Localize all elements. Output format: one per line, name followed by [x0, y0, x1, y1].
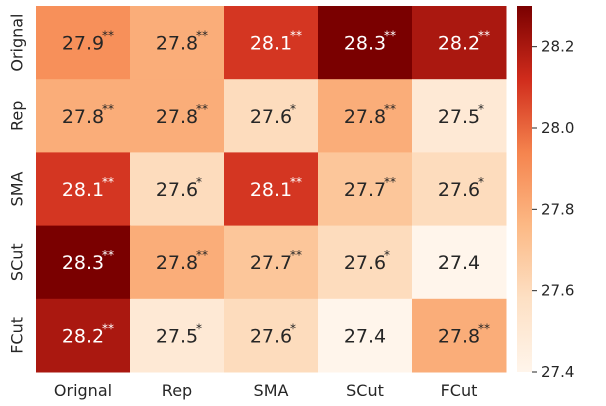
- significance-marker: *: [290, 102, 296, 116]
- y-tick-label: Orignal: [8, 14, 27, 72]
- colorbar: 27.4 27.6 27.8 28.0 28.2: [517, 6, 574, 381]
- heatmap-cell: [224, 298, 319, 373]
- heatmap-cell: [224, 6, 319, 80]
- significance-marker: *: [384, 248, 390, 262]
- cell-value-label: 27.5: [438, 106, 480, 128]
- cell-value-label: 28.3: [344, 33, 386, 55]
- cell-value-label: 28.2: [438, 33, 480, 55]
- cell-value-label: 27.4: [438, 252, 480, 274]
- heatmap-cell: [318, 298, 413, 373]
- cell-value-label: 27.8: [156, 106, 198, 128]
- heatmap-cell: [224, 152, 319, 227]
- significance-marker: *: [290, 321, 296, 335]
- significance-marker: **: [290, 29, 302, 43]
- x-tick-label: SCut: [346, 381, 384, 400]
- significance-marker: **: [196, 102, 208, 116]
- heatmap-cell: [318, 6, 413, 80]
- significance-marker: **: [196, 248, 208, 262]
- heatmap-cell: [412, 298, 507, 373]
- cell-value-label: 28.1: [62, 179, 104, 201]
- significance-marker: *: [478, 175, 484, 189]
- cell-value-label: 27.6: [250, 325, 292, 347]
- significance-marker: **: [102, 175, 114, 189]
- colorbar-tick-label: 27.6: [541, 282, 574, 300]
- colorbar-tick-label: 27.4: [541, 363, 574, 381]
- heatmap-cell: [130, 298, 225, 373]
- x-tick-label: FCut: [441, 381, 478, 400]
- cell-value-label: 27.8: [156, 33, 198, 55]
- cell-value-label: 28.1: [250, 179, 292, 201]
- x-tick-label: Orignal: [54, 381, 112, 400]
- y-tick-label: SCut: [8, 243, 27, 281]
- heatmap-cell: [36, 152, 131, 227]
- heatmap-cell: [224, 225, 319, 300]
- heatmap-cell: [130, 152, 225, 227]
- significance-marker: **: [102, 321, 114, 335]
- colorbar-tick-label: 28.2: [541, 38, 574, 56]
- x-tick-label: SMA: [254, 381, 289, 400]
- cell-value-label: 27.5: [156, 325, 198, 347]
- heatmap-cell: [36, 79, 131, 153]
- significance-marker: *: [478, 102, 484, 116]
- significance-marker: **: [196, 29, 208, 43]
- heatmap-cells: 27.9** 27.8** 28.1** 28.3** 28.2**27.8** 27.8…: [36, 6, 507, 373]
- significance-marker: *: [196, 175, 202, 189]
- heatmap-cell: [130, 6, 225, 80]
- significance-marker: **: [478, 321, 490, 335]
- heatmap-cell: [36, 298, 131, 373]
- significance-marker: **: [478, 29, 490, 43]
- heatmap-cell: [318, 225, 413, 300]
- heatmap-cell: [412, 79, 507, 153]
- cell-value-label: 28.3: [62, 252, 104, 274]
- cell-value-label: 27.7: [250, 252, 292, 274]
- y-tick-label: SMA: [8, 171, 27, 206]
- significance-marker: **: [290, 175, 302, 189]
- heatmap-cell: [318, 152, 413, 227]
- heatmap-cell: [130, 79, 225, 153]
- y-tick-label: Rep: [8, 101, 27, 131]
- heatmap-cell: [412, 225, 507, 300]
- cell-value-label: 27.6: [156, 179, 198, 201]
- cell-value-label: 27.6: [438, 179, 480, 201]
- colorbar-ticks: 27.4 27.6 27.8 28.0 28.2: [532, 38, 574, 381]
- colorbar-tick-label: 27.8: [541, 200, 574, 218]
- significance-marker: *: [196, 321, 202, 335]
- heatmap-cell: [318, 79, 413, 153]
- heatmap-cell: [36, 6, 131, 80]
- colorbar-gradient: [517, 6, 532, 372]
- cell-value-label: 27.8: [438, 325, 480, 347]
- colorbar-tick-label: 28.0: [541, 119, 574, 137]
- cell-value-label: 27.6: [344, 252, 386, 274]
- cell-value-label: 28.2: [62, 325, 104, 347]
- significance-marker: **: [102, 102, 114, 116]
- heatmap-cell: [412, 152, 507, 227]
- significance-marker: **: [102, 248, 114, 262]
- x-axis-tick-labels: Orignal Rep SMA SCut FCut: [54, 381, 477, 400]
- x-tick-label: Rep: [162, 381, 192, 400]
- significance-marker: **: [384, 175, 396, 189]
- significance-marker: **: [290, 248, 302, 262]
- heatmap-cell: [224, 79, 319, 153]
- cell-value-label: 27.8: [62, 106, 104, 128]
- heatmap-cell: [36, 225, 131, 300]
- significance-marker: **: [384, 102, 396, 116]
- significance-marker: **: [102, 29, 114, 43]
- heatmap-cell: [130, 225, 225, 300]
- significance-marker: **: [384, 29, 396, 43]
- cell-value-label: 27.4: [344, 325, 386, 347]
- heatmap-cell: [412, 6, 507, 80]
- cell-value-label: 27.9: [62, 33, 104, 55]
- cell-value-label: 27.8: [156, 252, 198, 274]
- y-axis-tick-labels: Orignal Rep SMA SCut FCut: [8, 14, 27, 354]
- cell-value-label: 27.8: [344, 106, 386, 128]
- cell-value-label: 27.6: [250, 106, 292, 128]
- y-tick-label: FCut: [8, 317, 27, 354]
- cell-value-label: 28.1: [250, 33, 292, 55]
- cell-value-label: 27.7: [344, 179, 386, 201]
